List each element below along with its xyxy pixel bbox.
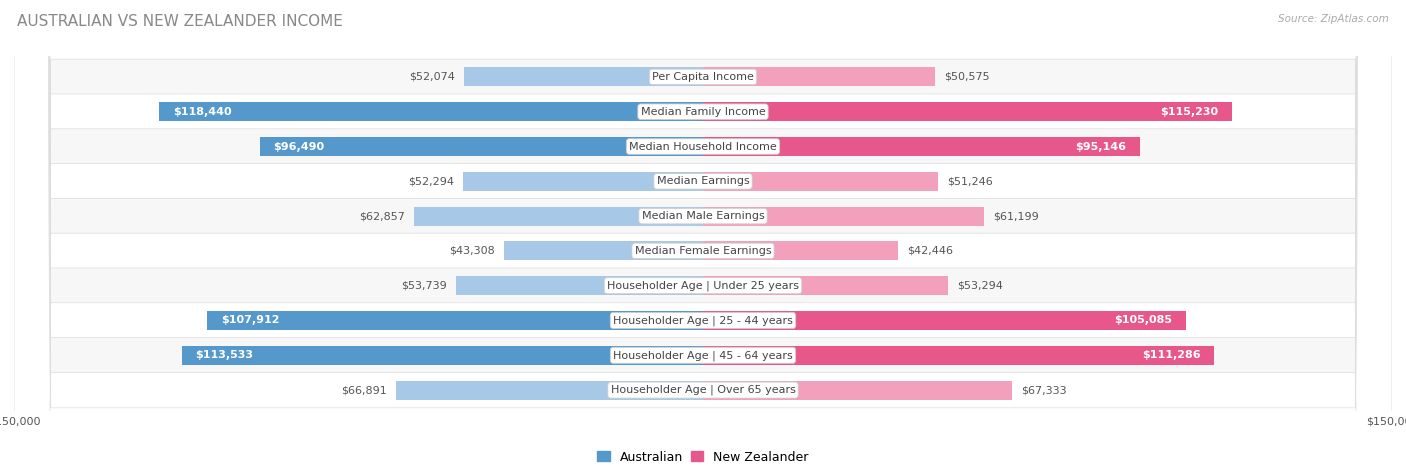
Text: Median Male Earnings: Median Male Earnings xyxy=(641,211,765,221)
Bar xyxy=(703,206,984,226)
Text: $50,575: $50,575 xyxy=(945,72,990,82)
Text: $52,074: $52,074 xyxy=(409,72,454,82)
Text: Median Female Earnings: Median Female Earnings xyxy=(634,246,772,256)
Text: $53,294: $53,294 xyxy=(957,281,1002,290)
FancyBboxPatch shape xyxy=(14,0,1392,467)
Text: Householder Age | 25 - 44 years: Householder Age | 25 - 44 years xyxy=(613,315,793,326)
Text: $53,739: $53,739 xyxy=(401,281,447,290)
Text: Householder Age | 45 - 64 years: Householder Age | 45 - 64 years xyxy=(613,350,793,361)
Text: Source: ZipAtlas.com: Source: ZipAtlas.com xyxy=(1278,14,1389,24)
Text: $111,286: $111,286 xyxy=(1142,350,1201,360)
Text: $52,294: $52,294 xyxy=(408,177,454,186)
FancyBboxPatch shape xyxy=(14,0,1392,467)
Text: Median Family Income: Median Family Income xyxy=(641,107,765,117)
Text: $67,333: $67,333 xyxy=(1021,385,1067,395)
FancyBboxPatch shape xyxy=(14,0,1392,467)
Text: $66,891: $66,891 xyxy=(340,385,387,395)
Bar xyxy=(456,276,703,295)
Text: Householder Age | Over 65 years: Householder Age | Over 65 years xyxy=(610,385,796,396)
FancyBboxPatch shape xyxy=(14,0,1392,467)
Text: $62,857: $62,857 xyxy=(360,211,405,221)
Bar xyxy=(703,67,935,86)
Bar xyxy=(703,137,1140,156)
Bar xyxy=(703,102,1232,121)
Text: $96,490: $96,490 xyxy=(274,142,325,151)
FancyBboxPatch shape xyxy=(14,0,1392,467)
Bar xyxy=(415,206,703,226)
Bar xyxy=(703,172,938,191)
Text: $107,912: $107,912 xyxy=(221,316,280,325)
Bar xyxy=(181,346,703,365)
Bar xyxy=(260,137,703,156)
Bar xyxy=(207,311,703,330)
Bar xyxy=(463,172,703,191)
Text: $95,146: $95,146 xyxy=(1076,142,1126,151)
Legend: Australian, New Zealander: Australian, New Zealander xyxy=(592,446,814,467)
Bar xyxy=(159,102,703,121)
Bar xyxy=(703,311,1185,330)
FancyBboxPatch shape xyxy=(14,0,1392,467)
Bar xyxy=(505,241,703,261)
FancyBboxPatch shape xyxy=(14,0,1392,467)
Text: $115,230: $115,230 xyxy=(1160,107,1219,117)
Text: $61,199: $61,199 xyxy=(993,211,1039,221)
Text: Median Household Income: Median Household Income xyxy=(628,142,778,151)
Bar xyxy=(395,381,703,400)
Bar xyxy=(703,241,898,261)
FancyBboxPatch shape xyxy=(14,0,1392,467)
Text: AUSTRALIAN VS NEW ZEALANDER INCOME: AUSTRALIAN VS NEW ZEALANDER INCOME xyxy=(17,14,343,29)
Text: $42,446: $42,446 xyxy=(907,246,953,256)
Bar xyxy=(703,276,948,295)
Bar xyxy=(703,381,1012,400)
Text: $51,246: $51,246 xyxy=(948,177,993,186)
Text: Median Earnings: Median Earnings xyxy=(657,177,749,186)
Text: $43,308: $43,308 xyxy=(449,246,495,256)
Bar xyxy=(464,67,703,86)
FancyBboxPatch shape xyxy=(14,0,1392,467)
Text: $105,085: $105,085 xyxy=(1114,316,1171,325)
FancyBboxPatch shape xyxy=(14,0,1392,467)
Text: $113,533: $113,533 xyxy=(195,350,253,360)
Text: Per Capita Income: Per Capita Income xyxy=(652,72,754,82)
Text: $118,440: $118,440 xyxy=(173,107,232,117)
Text: Householder Age | Under 25 years: Householder Age | Under 25 years xyxy=(607,281,799,291)
Bar xyxy=(703,346,1215,365)
